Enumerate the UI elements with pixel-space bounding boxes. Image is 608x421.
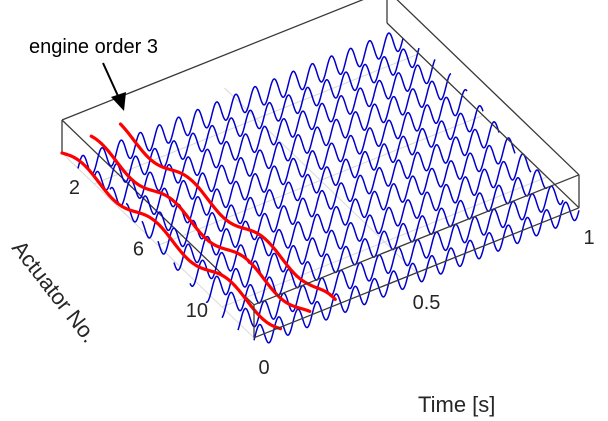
series-actuator-4: [125, 72, 452, 223]
series-lines: [77, 32, 580, 344]
plot-box-front: [253, 22, 580, 339]
series-actuator-5: [141, 88, 468, 239]
box-edge-right-top: [396, 0, 580, 176]
grid-line-actuator-1: [157, 114, 484, 246]
series-actuator-8: [189, 137, 516, 287]
y-axis-label: Actuator No.: [7, 236, 102, 348]
series-actuator-6: [157, 104, 484, 255]
annotation-label: engine order 3: [29, 36, 158, 58]
series-actuator-3: [109, 59, 436, 207]
box-edge-right-bottom: [386, 22, 580, 209]
tick-labels: 2 6 10 0 0.5 1: [69, 177, 595, 379]
highlight-lines: [60, 122, 337, 331]
box-edge-front-bottom: [253, 207, 580, 339]
x-tick-label-0: 0: [258, 357, 269, 379]
x-axis-label: Time [s]: [418, 392, 495, 417]
y-tick-label-2: 10: [186, 300, 208, 322]
series-actuator-12: [253, 201, 580, 344]
annotation: engine order 3: [29, 36, 158, 111]
y-tick-label-1: 6: [133, 238, 144, 260]
grid-line-actuator-2: [221, 176, 548, 308]
grid-line-actuator-0: [93, 53, 420, 185]
highlight-band-1: [60, 151, 283, 331]
annotation-arrow-head: [111, 92, 126, 111]
series-actuator-7: [173, 121, 500, 271]
x-tick-label-1: 0.5: [413, 292, 441, 314]
x-tick-label-2: 1: [583, 227, 594, 249]
highlight-band-3: [118, 122, 337, 301]
y-tick-label-0: 2: [69, 177, 80, 199]
annotation-arrow-shaft: [102, 62, 119, 97]
highlight-band-2: [89, 134, 312, 313]
box-edge-front-top: [253, 174, 580, 306]
series-actuator-11: [237, 185, 564, 331]
series-actuator-1: [77, 32, 404, 175]
series-actuator-2: [93, 47, 420, 191]
